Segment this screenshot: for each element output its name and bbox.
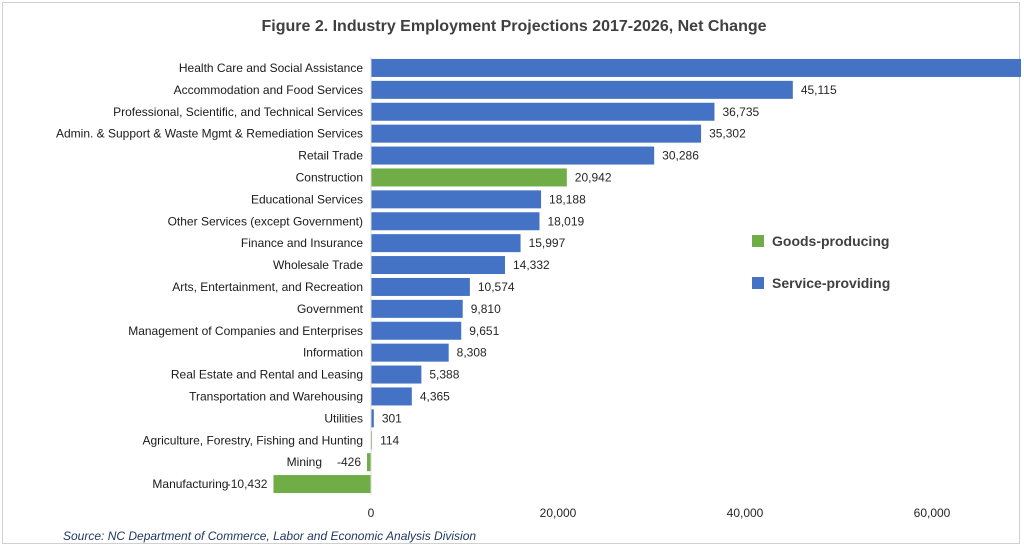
bar-11: [371, 299, 463, 318]
bar-6: [371, 190, 542, 209]
bar-19: [273, 475, 371, 494]
value-label-10: 10,574: [478, 280, 515, 294]
bar-7: [371, 212, 540, 231]
bar-0: [371, 58, 1021, 77]
category-label-17: Agriculture, Forestry, Fishing and Hunti…: [142, 433, 363, 447]
legend-label-1: Service-providing: [772, 275, 890, 291]
legend-swatch-0: [752, 235, 764, 247]
bar-17: [371, 431, 373, 450]
category-label-2: Professional, Scientific, and Technical …: [113, 105, 363, 119]
value-label-3: 35,302: [709, 127, 746, 141]
value-label-6: 18,188: [549, 192, 586, 206]
category-label-16: Utilities: [324, 411, 363, 425]
value-labels: 92,95445,11536,73535,30230,28620,94218,1…: [227, 83, 837, 491]
x-tick-0: 0: [368, 506, 375, 520]
category-labels: Health Care and Social Assistance Accommo…: [56, 61, 364, 491]
category-label-13: Information: [303, 346, 363, 360]
category-label-0: Health Care and Social Assistance: [179, 61, 363, 75]
category-label-7: Other Services (except Government): [168, 214, 363, 228]
bar-2: [371, 102, 715, 121]
bar-1: [371, 80, 793, 99]
bar-16: [371, 409, 374, 428]
category-label-10: Arts, Entertainment, and Recreation: [172, 280, 363, 294]
value-label-12: 9,651: [469, 324, 499, 338]
bar-12: [371, 321, 462, 340]
bar-9: [371, 256, 506, 275]
category-label-4: Retail Trade: [298, 149, 363, 163]
category-label-12: Management of Companies and Enterprises: [128, 324, 363, 338]
value-label-4: 30,286: [662, 149, 699, 163]
x-tick-1: 20,000: [540, 506, 577, 520]
x-tick-2: 40,000: [727, 506, 764, 520]
category-label-1: Accommodation and Food Services: [174, 83, 363, 97]
bar-chart: Figure 2. Industry Employment Projection…: [56, 18, 1021, 543]
value-label-9: 14,332: [513, 258, 550, 272]
value-label-14: 5,388: [429, 368, 459, 382]
category-label-11: Government: [297, 302, 364, 316]
category-label-9: Wholesale Trade: [273, 258, 363, 272]
value-label-15: 4,365: [420, 389, 450, 403]
category-label-14: Real Estate and Rental and Leasing: [171, 368, 363, 382]
bar-4: [371, 146, 655, 165]
bar-3: [371, 124, 702, 143]
value-label-19: -10,432: [227, 477, 268, 491]
category-label-6: Educational Services: [251, 192, 363, 206]
category-label-5: Construction: [296, 170, 363, 184]
value-label-1: 45,115: [801, 83, 837, 97]
value-label-18: -426: [337, 455, 361, 469]
chart-title: Figure 2. Industry Employment Projection…: [261, 18, 766, 35]
bar-14: [371, 365, 422, 384]
bar-10: [371, 277, 470, 296]
value-label-8: 15,997: [529, 236, 566, 250]
source-note: Source: NC Department of Commerce, Labor…: [63, 529, 476, 543]
legend-label-0: Goods-producing: [772, 233, 889, 249]
bar-8: [371, 234, 521, 253]
bar-13: [371, 343, 449, 362]
legend-swatch-1: [752, 277, 764, 289]
category-label-19: Manufacturing: [152, 477, 228, 491]
bar-15: [371, 387, 412, 406]
category-label-15: Transportation and Warehousing: [189, 389, 363, 403]
value-label-2: 36,735: [722, 105, 759, 119]
legend: Goods-producing Service-providing: [752, 233, 890, 291]
value-label-16: 301: [382, 411, 402, 425]
bar-5: [371, 168, 567, 187]
bar-18: [367, 453, 371, 472]
category-label-18: Mining: [287, 455, 322, 469]
value-label-11: 9,810: [471, 302, 501, 316]
value-label-17: 114: [380, 433, 399, 447]
value-label-7: 18,019: [547, 214, 584, 228]
value-label-13: 8,308: [457, 346, 487, 360]
bars-group: [273, 58, 1021, 494]
value-label-5: 20,942: [575, 170, 612, 184]
category-label-3: Admin. & Support & Waste Mgmt & Remediat…: [56, 127, 363, 141]
category-label-8: Finance and Insurance: [241, 236, 363, 250]
x-tick-3: 60,000: [914, 506, 951, 520]
